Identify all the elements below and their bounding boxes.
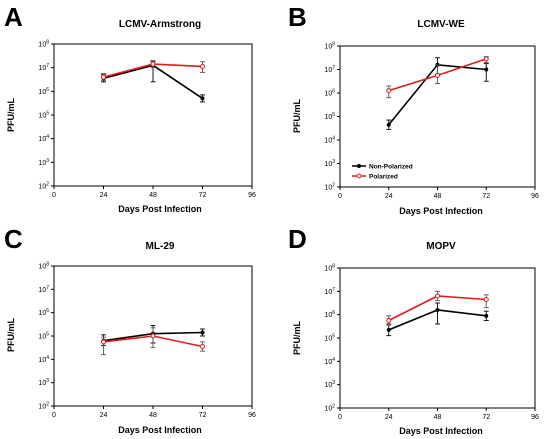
x-tick-label: 24 xyxy=(100,412,108,419)
y-axis-label-b: PFU/mL xyxy=(292,99,302,134)
data-point-polarized xyxy=(101,339,106,345)
data-point-polarized xyxy=(386,88,392,94)
x-tick-label: 24 xyxy=(100,192,108,199)
plot-area-b: 0 24 48 72 96 102 103 104 105 106 107 108 xyxy=(324,42,539,201)
y-tick-label: 104 xyxy=(38,134,49,143)
x-tick-label: 96 xyxy=(531,193,539,200)
y-tick-label: 108 xyxy=(38,262,49,271)
data-point-polarized xyxy=(200,63,205,69)
data-point-polarized xyxy=(435,72,440,78)
panel-b: B LCMV-WE 0 24 48 72 96 102 103 104 105 106 107 108… xyxy=(288,2,539,216)
x-tick-label: 0 xyxy=(338,193,342,200)
data-point-polarized xyxy=(435,293,440,299)
y-axis-label-a: PFU/mL xyxy=(6,98,16,133)
plot-area-c: 0 24 48 72 96 102 103 104 105 106 107 108 xyxy=(38,262,256,420)
data-point-non-polarized xyxy=(386,122,391,127)
y-tick-label: 106 xyxy=(38,87,49,96)
data-point-non-polarized xyxy=(484,67,489,72)
y-tick-label: 102 xyxy=(324,183,335,192)
y-tick-label: 105 xyxy=(38,111,49,120)
plot-area-a: 0 24 48 72 96 102 103 104 105 106 107 108 xyxy=(38,40,256,200)
y-tick-label: 102 xyxy=(38,402,49,411)
plot-frame xyxy=(339,267,536,409)
data-point-polarized xyxy=(101,74,106,80)
x-tick-label: 48 xyxy=(434,414,442,421)
y-tick-label: 103 xyxy=(38,378,49,387)
x-tick-label: 96 xyxy=(248,192,256,199)
x-tick-label: 0 xyxy=(338,414,342,421)
legend-marker-non-polarized xyxy=(357,164,361,168)
panel-c: C ML-29 0 24 48 72 96 102 103 104 105 106 107 108 D… xyxy=(4,224,256,435)
y-tick-label: 106 xyxy=(38,308,49,317)
y-tick-label: 103 xyxy=(38,158,49,167)
y-tick-label: 102 xyxy=(38,182,49,191)
y-axis-label-d: PFU/mL xyxy=(292,321,302,356)
data-point-non-polarized xyxy=(386,327,391,332)
x-tick-label: 24 xyxy=(385,193,393,200)
data-point-non-polarized xyxy=(435,308,440,312)
x-tick-label: 72 xyxy=(199,192,207,199)
data-point-non-polarized xyxy=(200,96,205,101)
y-tick-label: 106 xyxy=(324,89,335,98)
y-tick-label: 105 xyxy=(324,112,335,121)
data-point-polarized xyxy=(386,318,392,323)
y-tick-label: 105 xyxy=(324,334,335,343)
x-tick-label: 96 xyxy=(248,412,256,419)
y-tick-label: 102 xyxy=(324,404,335,413)
y-tick-label: 108 xyxy=(324,264,335,273)
panel-title-d: MOPV xyxy=(426,241,456,252)
y-tick-label: 107 xyxy=(38,285,49,294)
y-tick-label: 103 xyxy=(324,380,335,389)
panel-letter-b: B xyxy=(288,2,307,32)
data-point-non-polarized xyxy=(200,330,205,335)
y-tick-label: 107 xyxy=(324,65,335,74)
y-tick-label: 107 xyxy=(324,287,335,296)
y-axis-label-c: PFU/mL xyxy=(6,318,16,353)
x-axis-label-b: Days Post Infection xyxy=(399,206,483,216)
panel-title-b: LCMV-WE xyxy=(417,19,465,30)
legend: Non-Polarized Polarized xyxy=(352,164,413,181)
x-tick-label: 96 xyxy=(531,414,539,421)
panel-title-c: ML-29 xyxy=(146,241,175,252)
x-tick-label: 72 xyxy=(482,414,490,421)
x-tick-label: 72 xyxy=(482,193,490,200)
data-point-non-polarized xyxy=(484,313,489,318)
x-tick-label: 48 xyxy=(434,193,442,200)
y-tick-label: 107 xyxy=(38,63,49,72)
data-point-polarized xyxy=(483,297,489,302)
data-point-polarized xyxy=(200,344,205,349)
x-axis-label-a: Days Post Infection xyxy=(118,204,202,214)
legend-label-non-polarized: Non-Polarized xyxy=(369,164,413,171)
plot-area-d: 0 24 48 72 96 102 103 104 105 106 107 108 xyxy=(324,264,539,422)
y-tick-label: 106 xyxy=(324,310,335,319)
y-tick-label: 108 xyxy=(324,42,335,51)
y-tick-label: 104 xyxy=(324,136,335,145)
y-tick-label: 108 xyxy=(38,40,49,49)
x-tick-label: 48 xyxy=(149,192,157,199)
y-tick-label: 104 xyxy=(324,357,335,366)
y-tick-label: 103 xyxy=(324,159,335,168)
x-axis-label-d: Days Post Infection xyxy=(399,426,483,436)
x-tick-label: 0 xyxy=(52,192,56,199)
data-point-polarized xyxy=(150,61,156,67)
data-point-polarized xyxy=(483,56,489,62)
panel-title-a: LCMV-Armstrong xyxy=(119,19,201,30)
y-tick-label: 105 xyxy=(38,332,49,341)
panel-letter-c: C xyxy=(4,224,23,254)
panel-letter-d: D xyxy=(288,224,307,254)
x-axis-label-c: Days Post Infection xyxy=(118,425,202,435)
x-tick-label: 0 xyxy=(52,412,56,419)
y-tick-label: 104 xyxy=(38,355,49,364)
panel-letter-a: A xyxy=(4,2,23,32)
x-tick-label: 48 xyxy=(149,412,157,419)
data-point-polarized xyxy=(150,333,156,339)
panel-a: A LCMV-Armstrong 0 24 48 72 96 102 103 104 105 10… xyxy=(4,2,256,214)
x-tick-label: 24 xyxy=(385,414,393,421)
legend-marker-polarized xyxy=(356,173,362,179)
panel-d: D MOPV 0 24 48 72 96 102 103 104 105 106 107 108 Da… xyxy=(288,224,539,436)
x-tick-label: 72 xyxy=(199,412,207,419)
legend-label-polarized: Polarized xyxy=(369,174,398,181)
